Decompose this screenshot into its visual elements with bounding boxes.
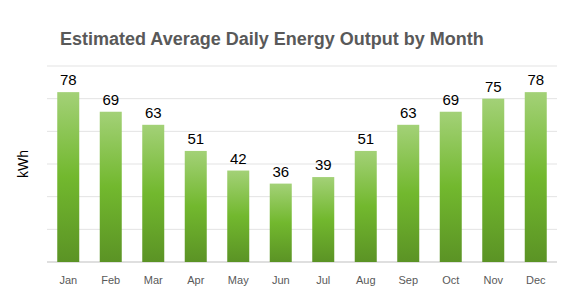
grid-line [47,229,557,230]
data-label: 78 [527,71,544,88]
data-label: 69 [102,91,119,108]
grid-line [47,164,557,165]
x-tick-label: Jul [316,274,330,286]
title: Estimated Average Daily Energy Output by… [60,29,484,49]
data-label: 36 [272,163,289,180]
data-label: 63 [145,104,162,121]
data-label: 51 [187,130,204,147]
x-tick-label: Nov [483,274,503,286]
grid-line [47,66,557,67]
x-tick-label: Sep [398,274,418,286]
y-axis-label: kWh [15,150,31,178]
bar [482,99,504,262]
data-label: 75 [485,78,502,95]
bar [270,184,292,262]
x-tick-label: May [228,274,249,286]
grid-line [47,196,557,197]
bar [355,151,377,262]
grid-line [47,98,557,99]
x-tick-label: Apr [187,274,204,286]
bar [142,125,164,262]
data-label: 39 [315,156,332,173]
data-label: 51 [357,130,374,147]
x-tick-label: Mar [144,274,163,286]
data-label: 69 [442,91,459,108]
x-tick-label: Feb [101,274,120,286]
bars [57,92,547,262]
x-tick-label: Aug [356,274,376,286]
x-tick-label: Oct [442,274,459,286]
x-tick-label: Jun [272,274,290,286]
bar [397,125,419,262]
grid-line [47,262,557,263]
data-label: 42 [230,150,247,167]
grid-line [47,131,557,132]
data-label: 63 [400,104,417,121]
bar [312,177,334,262]
bar [440,112,462,262]
bar [525,92,547,262]
data-label: 78 [60,71,77,88]
x-tick-label: Dec [526,274,546,286]
bar [185,151,207,262]
x-tick-label: Jan [59,274,77,286]
chart: Estimated Average Daily Energy Output by… [0,0,578,305]
bar [100,112,122,262]
bar [57,92,79,262]
bar [227,171,249,262]
